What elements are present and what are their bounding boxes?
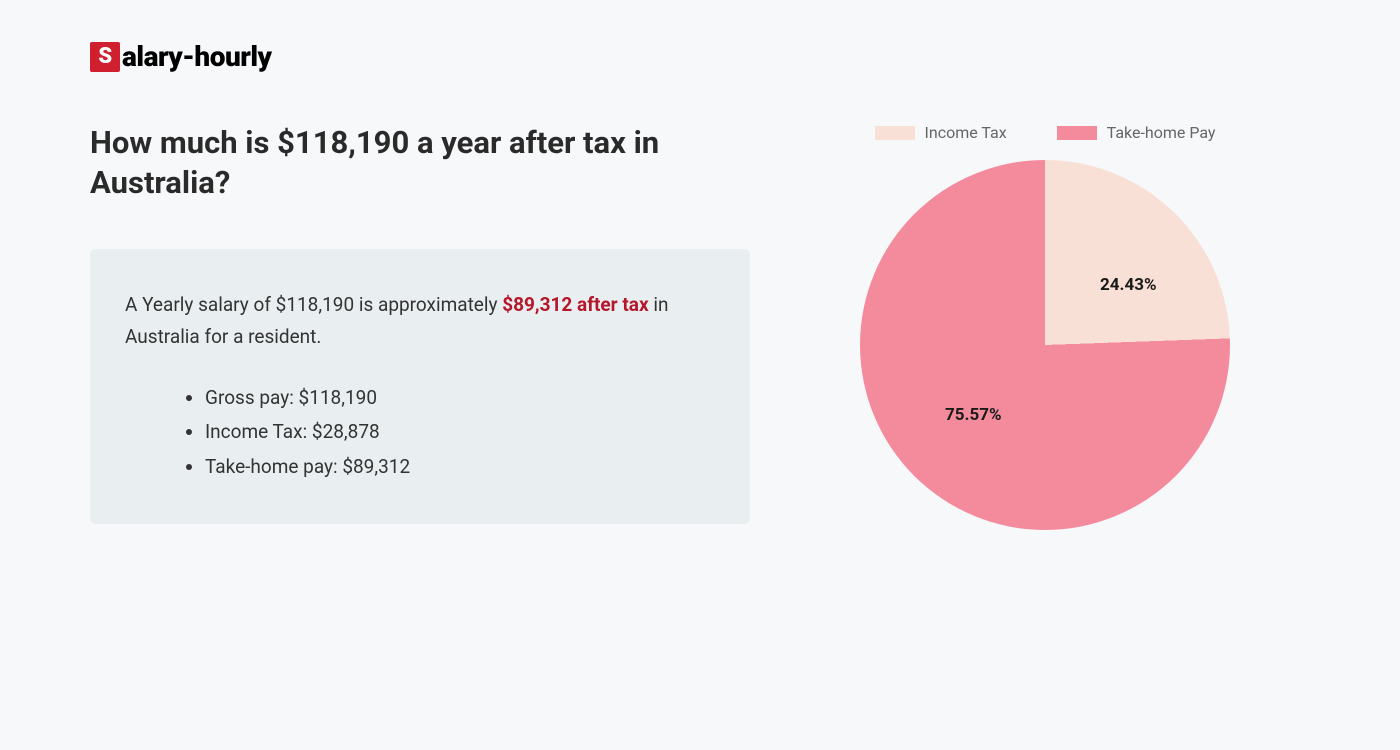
summary-text: A Yearly salary of $118,190 is approxima… — [125, 289, 715, 354]
summary-box: A Yearly salary of $118,190 is approxima… — [90, 249, 750, 524]
content-row: How much is $118,190 a year after tax in… — [90, 123, 1310, 530]
logo-text: alary-hourly — [122, 40, 272, 73]
left-column: How much is $118,190 a year after tax in… — [90, 123, 750, 530]
summary-prefix: A Yearly salary of $118,190 is approxima… — [125, 293, 502, 316]
logo: Salary-hourly — [90, 40, 1310, 73]
list-item: Income Tax: $28,878 — [205, 415, 715, 449]
legend-label: Take-home Pay — [1107, 123, 1216, 142]
breakdown-list: Gross pay: $118,190 Income Tax: $28,878 … — [125, 381, 715, 484]
pie-circle — [860, 160, 1230, 530]
legend-item-take-home: Take-home Pay — [1057, 123, 1216, 142]
summary-highlight: $89,312 after tax — [502, 293, 648, 316]
pie-slice-label: 24.43% — [1100, 275, 1157, 295]
legend-swatch — [1057, 126, 1097, 140]
logo-badge: S — [90, 42, 120, 72]
legend-label: Income Tax — [925, 123, 1007, 142]
legend-item-income-tax: Income Tax — [875, 123, 1007, 142]
list-item: Gross pay: $118,190 — [205, 381, 715, 415]
legend-swatch — [875, 126, 915, 140]
pie-slice-label: 75.57% — [945, 405, 1002, 425]
pie-chart: 24.43% 75.57% — [860, 160, 1230, 530]
chart-legend: Income Tax Take-home Pay — [875, 123, 1216, 142]
chart-column: Income Tax Take-home Pay 24.43% 75.57% — [830, 123, 1260, 530]
page-title: How much is $118,190 a year after tax in… — [90, 123, 750, 204]
list-item: Take-home pay: $89,312 — [205, 450, 715, 484]
